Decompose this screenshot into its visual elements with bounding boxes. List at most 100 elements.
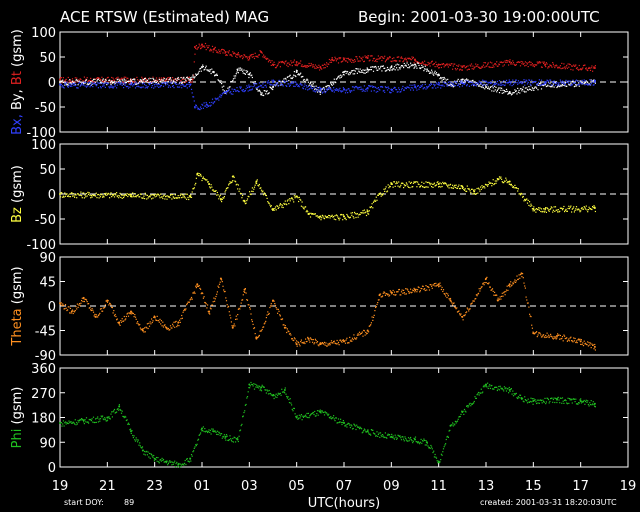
data-point (68, 82, 70, 84)
data-point (431, 446, 433, 448)
data-point (86, 83, 88, 85)
data-point (120, 409, 122, 411)
data-point (326, 345, 328, 347)
data-point (257, 385, 259, 387)
data-point (414, 60, 417, 62)
data-point (585, 80, 587, 82)
data-point (464, 80, 466, 82)
data-point (364, 212, 366, 214)
data-point (523, 200, 525, 202)
data-point (200, 106, 202, 108)
data-point (289, 200, 291, 202)
data-point (182, 196, 184, 198)
data-point (235, 441, 237, 443)
data-point (69, 422, 71, 424)
data-point (372, 86, 375, 88)
data-point (64, 79, 67, 81)
data-point (232, 78, 235, 80)
data-point (295, 340, 298, 342)
data-point (282, 61, 284, 63)
data-point (549, 82, 551, 84)
data-point (491, 288, 494, 290)
data-point (326, 88, 328, 90)
data-point (420, 63, 422, 65)
data-point (162, 326, 165, 328)
data-point (454, 81, 456, 83)
data-point (125, 194, 127, 196)
data-point (268, 312, 270, 315)
data-point (145, 78, 147, 80)
data-point (276, 205, 278, 207)
data-point (151, 82, 153, 84)
data-point (317, 87, 319, 89)
data-point (258, 54, 260, 56)
data-point (351, 428, 354, 430)
data-point (129, 429, 131, 431)
data-point (281, 391, 284, 393)
data-point (468, 405, 470, 407)
data-point (305, 85, 307, 87)
data-point (473, 193, 475, 195)
data-point (402, 182, 404, 184)
data-point (494, 63, 496, 65)
data-point (517, 91, 519, 93)
data-point (372, 429, 374, 431)
data-point (392, 60, 394, 62)
data-point (580, 83, 582, 85)
data-point (147, 197, 149, 199)
data-point (147, 327, 149, 330)
data-point (557, 84, 559, 86)
data-point (255, 87, 257, 89)
data-point (77, 419, 79, 422)
data-point (429, 284, 431, 286)
data-point (333, 87, 335, 89)
data-point (67, 194, 69, 196)
data-point (417, 181, 419, 183)
data-point (132, 85, 134, 87)
data-point (113, 79, 115, 81)
data-point (533, 87, 536, 89)
data-point (103, 85, 105, 87)
data-point (76, 79, 78, 81)
data-point (433, 74, 435, 76)
data-point (327, 217, 329, 219)
data-point (96, 316, 98, 318)
data-point (496, 389, 498, 392)
data-point (285, 60, 287, 62)
data-point (172, 82, 174, 84)
data-point (155, 83, 157, 85)
data-point (540, 88, 543, 90)
data-point (454, 85, 456, 87)
data-point (527, 302, 529, 304)
data-point (239, 86, 241, 88)
data-point (585, 208, 587, 210)
data-point (317, 216, 319, 219)
data-point (449, 183, 452, 185)
y-tick-label: 180 (31, 412, 56, 427)
data-point (122, 194, 124, 196)
data-point (589, 84, 592, 86)
data-point (298, 196, 300, 198)
data-point (124, 79, 126, 81)
data-point (569, 206, 571, 208)
data-point (246, 56, 248, 58)
data-point (586, 69, 588, 71)
data-point (69, 79, 71, 81)
data-point (368, 85, 370, 87)
data-point (489, 86, 491, 88)
data-point (218, 50, 221, 53)
data-point (385, 59, 387, 62)
data-point (552, 83, 554, 85)
data-point (529, 64, 531, 66)
data-point (167, 462, 169, 464)
data-point (266, 90, 268, 92)
data-point (75, 79, 77, 81)
data-point (482, 391, 484, 393)
data-point (162, 195, 165, 197)
data-point (472, 402, 474, 405)
data-point (428, 286, 430, 289)
data-point (583, 340, 585, 342)
data-point (284, 392, 286, 394)
data-point (420, 184, 422, 187)
data-point (576, 84, 578, 86)
